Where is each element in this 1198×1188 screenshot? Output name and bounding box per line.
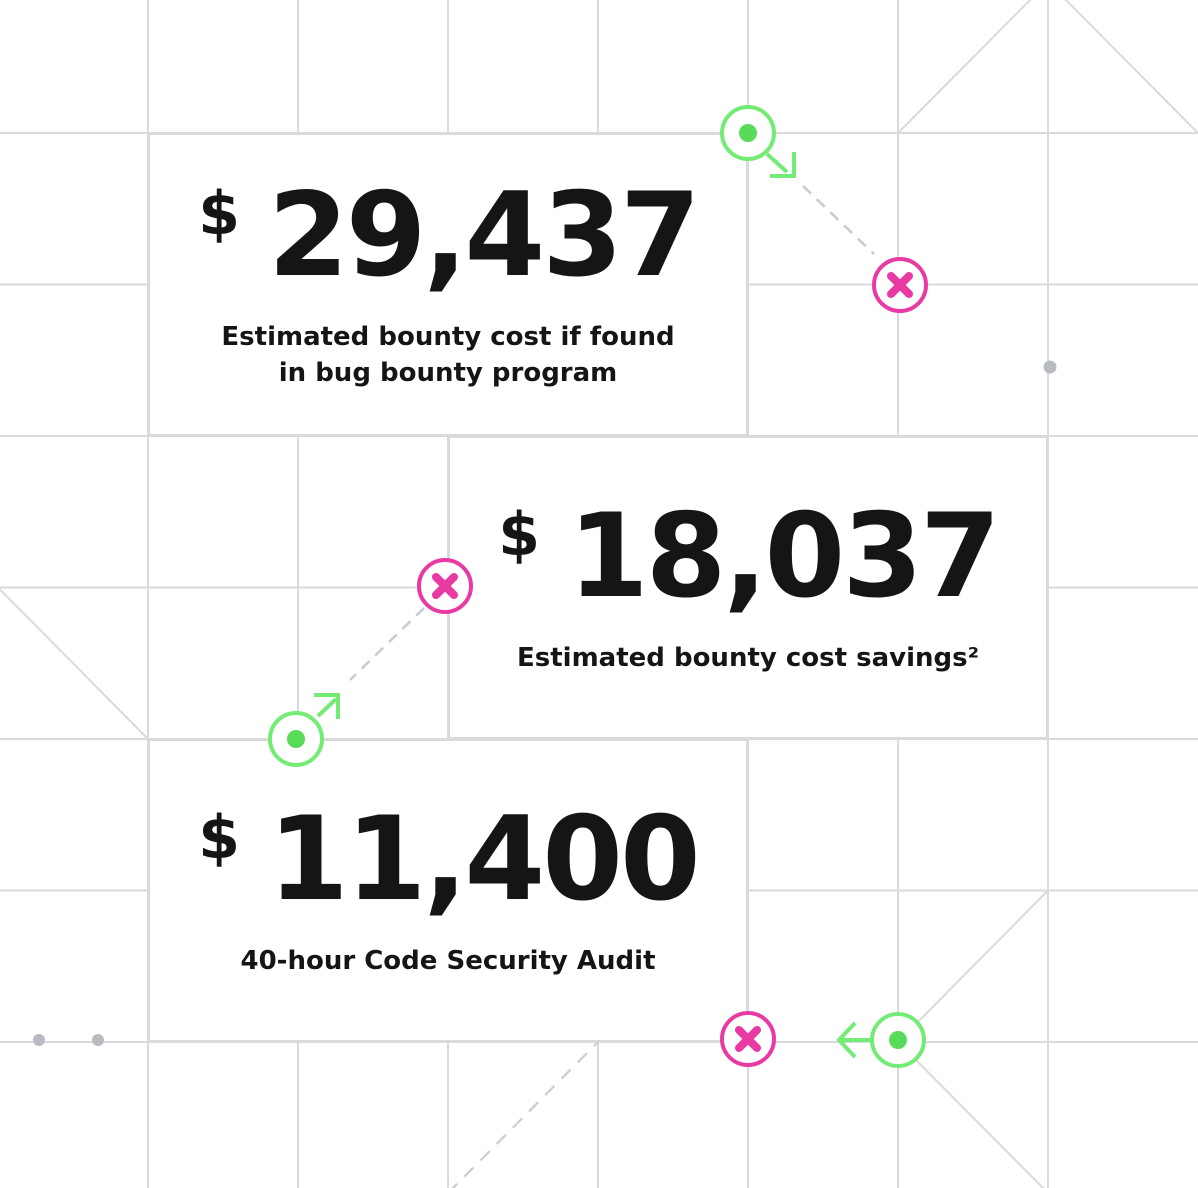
dashed-connector	[802, 185, 875, 255]
amount-value: 18,037	[568, 488, 1001, 624]
marker-pair-bottom	[720, 1011, 926, 1068]
card-label: Estimated bounty cost savings²	[517, 641, 979, 676]
currency-symbol: $	[498, 499, 541, 570]
card-label-line: 40-hour Code Security Audit	[240, 945, 656, 976]
amount-value: 29,437	[268, 168, 701, 304]
dashed-connector	[349, 607, 425, 681]
amount: $ 29,437	[198, 168, 701, 304]
arrow-left-icon	[836, 1021, 872, 1059]
currency-symbol: $	[198, 802, 241, 873]
arrow-up-right-icon	[314, 693, 340, 719]
card-label: 40-hour Code Security Audit	[241, 944, 656, 979]
card-bounty-cost-savings: $ 18,037 Estimated bounty cost savings²	[448, 436, 1048, 739]
card-label-line: in bug bounty program	[278, 357, 618, 388]
dashed-diagonal-line	[451, 1041, 599, 1188]
card-label: Estimated bounty cost if found in bug bo…	[221, 320, 674, 390]
grid-dot	[1043, 360, 1057, 374]
marker-pair-middle	[268, 558, 473, 767]
currency-symbol: $	[198, 179, 241, 250]
amount: $ 11,400	[198, 791, 701, 927]
card-bug-bounty-cost: $ 29,437 Estimated bounty cost if found …	[148, 133, 748, 436]
arrow-down-right-icon	[765, 152, 796, 178]
green-dot-marker-icon	[870, 1012, 926, 1068]
grid-dot	[33, 1034, 45, 1046]
card-label-line: Estimated bounty cost savings²	[517, 642, 979, 673]
card-label-line: Estimated bounty cost if found	[221, 322, 675, 353]
card-security-audit-cost: $ 11,400 40-hour Code Security Audit	[148, 739, 748, 1042]
amount-value: 11,400	[268, 791, 701, 927]
marker-pair-top	[720, 105, 928, 313]
amount: $ 18,037	[498, 488, 1001, 624]
pink-x-marker-icon	[872, 257, 928, 313]
grid-dot	[92, 1034, 104, 1046]
